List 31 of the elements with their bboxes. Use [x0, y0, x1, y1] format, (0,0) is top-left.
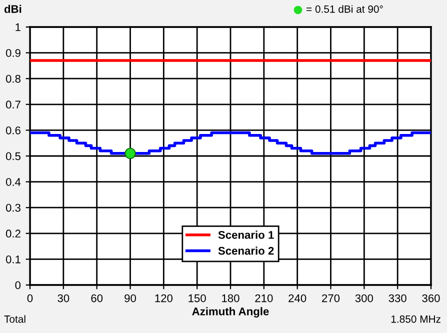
y-tick-label: 0.7: [6, 100, 20, 109]
y-tick-label: 1: [16, 23, 20, 32]
x-tick-label: 300: [355, 294, 373, 302]
y-tick-label: 0.9: [6, 49, 20, 57]
x-tick-label: 180: [222, 294, 240, 302]
legend-label: Scenario 2: [218, 246, 274, 255]
x-tick-label: 210: [255, 294, 273, 302]
y-tick-label: 0.5: [6, 152, 21, 160]
text: = 0.51 dBi at 90°: [306, 5, 383, 13]
x-tick-label: 330: [388, 294, 406, 302]
y-tick-label: 0.1: [6, 255, 20, 264]
x-tick-label: 150: [188, 294, 206, 302]
text: Total: [4, 315, 26, 323]
text: 1.850 MHz: [391, 315, 440, 323]
x-tick-label: 0: [27, 294, 33, 302]
x-tick-label: 240: [288, 294, 306, 302]
y-tick-label: 0: [15, 281, 21, 290]
y-tick-label: 0.3: [6, 204, 20, 212]
y-tick-label: 0.2: [6, 230, 20, 238]
legend-label: Scenario 1: [218, 230, 274, 239]
x-tick-label: 270: [322, 294, 340, 302]
x-tick-label: 360: [422, 294, 440, 302]
x-tick-label: 90: [124, 294, 136, 302]
y-tick-label: 0.6: [6, 126, 20, 134]
y-tick-label: 0.4: [6, 178, 21, 186]
y-tick-label: 0.8: [6, 74, 20, 83]
x-tick-label: 60: [91, 294, 103, 302]
y-axis-title: dBi: [4, 4, 22, 13]
x-tick-label: 30: [58, 294, 70, 302]
x-tick-label: 120: [155, 294, 172, 302]
x-axis-title: Azimuth Angle: [192, 307, 269, 318]
